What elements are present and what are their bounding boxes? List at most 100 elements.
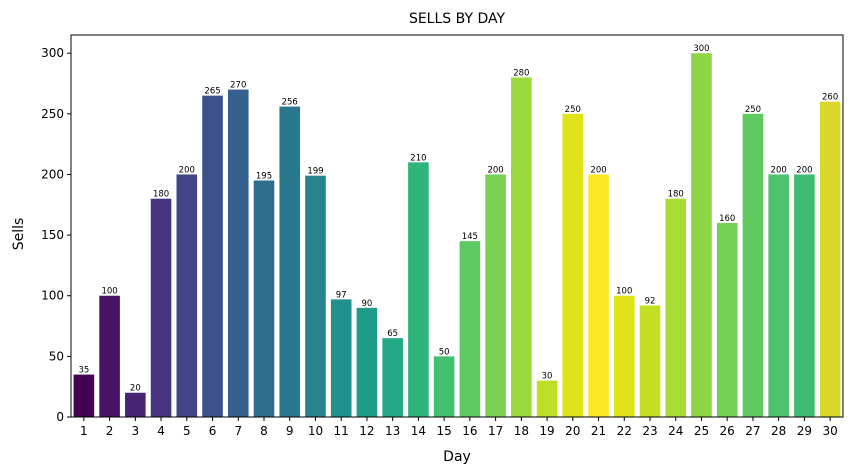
data-label-day-8: 195 <box>256 172 272 182</box>
bar-day-10 <box>305 175 326 417</box>
data-label-day-12: 90 <box>362 299 373 309</box>
bar-day-27 <box>742 113 764 418</box>
y-tick-label-300: 300 <box>41 46 64 60</box>
x-tick-label-11: 11 <box>334 424 349 438</box>
x-tick-label-29: 29 <box>797 424 812 438</box>
chart-title: SELLS BY DAY <box>409 11 506 27</box>
data-labels-group: 35 100 20 180 200 265 270 195 256 199 97 90 65 210 50 1… <box>78 44 838 394</box>
x-tick-label-7: 7 <box>234 424 242 438</box>
data-label-day-1: 35 <box>78 366 89 376</box>
data-label-day-23: 92 <box>645 296 656 306</box>
x-tick-label-4: 4 <box>157 424 165 438</box>
x-tick-label-2: 2 <box>106 424 114 438</box>
bar-day-21 <box>588 174 609 417</box>
y-tick-label-250: 250 <box>41 107 64 121</box>
x-tick-label-30: 30 <box>822 424 837 438</box>
data-label-day-18: 280 <box>513 68 529 78</box>
y-axis: 0 50 100 150 200 250 300 <box>41 46 71 424</box>
data-label-day-16: 145 <box>462 232 478 242</box>
bar-day-28 <box>768 174 789 417</box>
data-label-day-14: 210 <box>410 153 426 163</box>
bar-day-2 <box>99 295 120 417</box>
bar-day-22 <box>613 295 635 417</box>
data-label-day-11: 97 <box>336 290 347 300</box>
y-tick-label-50: 50 <box>49 349 64 363</box>
x-tick-label-25: 25 <box>694 424 709 438</box>
data-label-day-28: 200 <box>771 165 787 175</box>
data-label-day-21: 200 <box>590 165 606 175</box>
data-label-day-13: 65 <box>387 329 398 339</box>
bar-day-15 <box>433 356 455 417</box>
x-tick-label-23: 23 <box>642 424 657 438</box>
data-label-day-24: 180 <box>668 190 684 200</box>
x-tick-label-24: 24 <box>668 424 683 438</box>
x-tick-label-8: 8 <box>260 424 268 438</box>
data-label-day-26: 160 <box>719 214 735 224</box>
bar-day-25 <box>691 53 712 417</box>
x-axis-title: Day <box>443 449 471 465</box>
y-tick-label-0: 0 <box>56 410 64 424</box>
bar-day-12 <box>356 307 378 417</box>
x-tick-label-3: 3 <box>132 424 140 438</box>
y-tick-label-200: 200 <box>41 167 64 181</box>
plot-frame <box>70 34 844 418</box>
y-tick-label-150: 150 <box>41 228 64 242</box>
data-label-day-17: 200 <box>487 165 503 175</box>
bar-day-17 <box>485 174 506 417</box>
data-label-day-10: 199 <box>307 167 323 177</box>
data-label-day-20: 250 <box>565 105 581 115</box>
y-tick-label-100: 100 <box>41 289 64 303</box>
data-label-day-15: 50 <box>439 347 450 357</box>
x-tick-label-27: 27 <box>745 424 760 438</box>
data-label-day-2: 100 <box>101 287 117 297</box>
data-label-day-4: 180 <box>153 190 169 200</box>
bar-day-4 <box>150 198 172 417</box>
x-tick-label-14: 14 <box>411 424 426 438</box>
x-tick-label-18: 18 <box>514 424 529 438</box>
x-tick-label-1: 1 <box>80 424 88 438</box>
x-tick-label-9: 9 <box>286 424 294 438</box>
x-tick-label-6: 6 <box>209 424 217 438</box>
bar-day-13 <box>382 338 403 417</box>
bar-day-7 <box>227 89 249 418</box>
x-tick-label-13: 13 <box>385 424 400 438</box>
bar-day-6 <box>202 95 223 417</box>
bar-day-1 <box>73 374 95 417</box>
x-tick-label-10: 10 <box>308 424 323 438</box>
bar-day-16 <box>459 241 481 417</box>
bar-day-30 <box>819 101 841 417</box>
data-label-day-6: 265 <box>204 87 220 97</box>
data-label-day-30: 260 <box>822 93 838 103</box>
bar-day-19 <box>536 380 558 417</box>
x-tick-label-22: 22 <box>617 424 632 438</box>
data-label-day-25: 300 <box>693 44 709 54</box>
x-tick-label-15: 15 <box>436 424 451 438</box>
bar-day-18 <box>511 77 532 417</box>
bar-day-5 <box>176 174 198 417</box>
x-axis: 1 2 3 4 5 6 7 8 9 10 11 12 13 14 15 16 17 18 19 20 21 22 23 24 2… <box>80 417 838 438</box>
x-tick-label-5: 5 <box>183 424 191 438</box>
x-tick-label-17: 17 <box>488 424 503 438</box>
x-tick-label-28: 28 <box>771 424 786 438</box>
data-label-day-3: 20 <box>130 384 141 394</box>
bar-day-26 <box>716 222 738 417</box>
data-label-day-7: 270 <box>230 81 246 91</box>
x-tick-label-26: 26 <box>720 424 735 438</box>
data-label-day-5: 200 <box>179 165 195 175</box>
bar-day-9 <box>279 106 301 418</box>
x-tick-label-21: 21 <box>591 424 606 438</box>
bar-day-29 <box>794 174 815 417</box>
bar-day-11 <box>330 299 352 417</box>
data-label-day-22: 100 <box>616 287 632 297</box>
bars-group <box>73 53 841 418</box>
data-label-day-29: 200 <box>796 165 812 175</box>
bar-day-20 <box>562 113 584 418</box>
y-axis-title: Sells <box>11 218 27 251</box>
bar-day-24 <box>665 198 687 417</box>
data-label-day-27: 250 <box>745 105 761 115</box>
x-tick-label-20: 20 <box>565 424 580 438</box>
data-label-day-9: 256 <box>282 98 298 108</box>
bar-day-14 <box>408 162 429 417</box>
x-tick-label-12: 12 <box>359 424 374 438</box>
